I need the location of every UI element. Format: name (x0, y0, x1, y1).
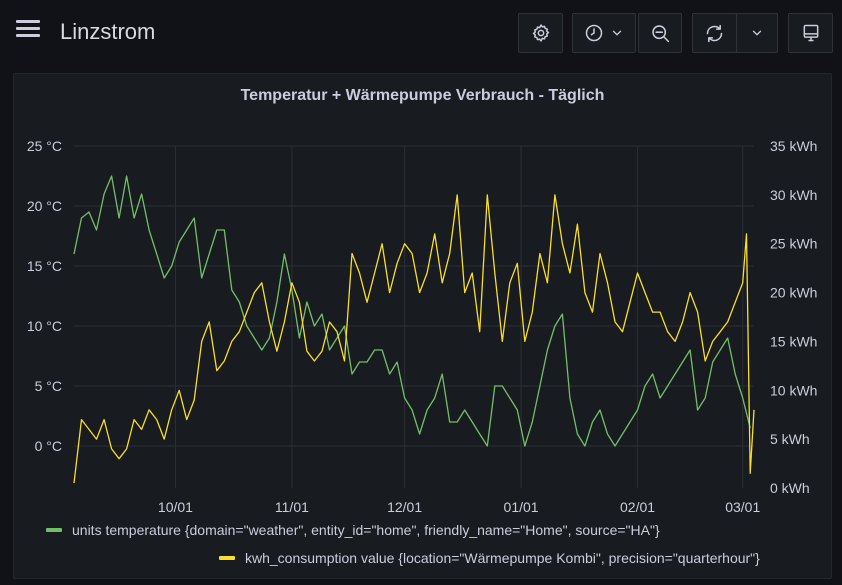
y-left-tick-label: 10 °C (27, 318, 62, 334)
chevron-down-icon (752, 30, 762, 36)
y-left-tick-label: 25 °C (27, 138, 62, 154)
clock-icon (585, 24, 603, 42)
refresh-interval-button[interactable] (737, 13, 778, 53)
y-right-tick-label: 20 kWh (770, 285, 817, 301)
legend-item-temperature[interactable]: units temperature {domain="weather", ent… (46, 522, 660, 538)
legend-item-consumption[interactable]: kwh_consumption value {location="Wärmepu… (219, 550, 760, 566)
y-left-tick-label: 0 °C (35, 438, 62, 454)
chart-panel: Temperatur + Wärmepumpe Verbrauch - Tägl… (13, 73, 832, 579)
monitor-icon (803, 24, 818, 42)
refresh-divider (736, 13, 737, 53)
settings-button[interactable] (518, 13, 563, 53)
time-picker-button[interactable] (572, 13, 636, 53)
legend-swatch-temperature (46, 528, 62, 532)
x-tick-label: 02/01 (620, 499, 655, 515)
gear-icon (532, 24, 549, 42)
y-right-tick-label: 5 kWh (770, 431, 810, 447)
x-tick-label: 01/01 (504, 499, 539, 515)
chevron-down-icon (612, 30, 622, 36)
zoom-out-button[interactable] (638, 13, 682, 53)
top-navbar: Linzstrom (0, 0, 842, 64)
legend-label-consumption: kwh_consumption value {location="Wärmepu… (245, 550, 760, 566)
y-right-tick-label: 15 kWh (770, 333, 817, 349)
legend-label-temperature: units temperature {domain="weather", ent… (72, 522, 660, 538)
hamburger-menu-icon[interactable] (12, 14, 44, 46)
y-right-tick-label: 35 kWh (770, 138, 817, 154)
temperature-series-line (73, 175, 751, 447)
y-left-tick-label: 20 °C (27, 198, 62, 214)
legend-swatch-consumption (219, 556, 235, 560)
refresh-icon (706, 24, 723, 42)
y-right-tick-label: 10 kWh (770, 382, 817, 398)
y-right-tick-label: 30 kWh (770, 187, 817, 203)
consumption-series-line (73, 194, 755, 484)
y-right-tick-label: 25 kWh (770, 236, 817, 252)
panel-title[interactable]: Temperatur + Wärmepumpe Verbrauch - Tägl… (240, 87, 605, 104)
x-tick-label: 12/01 (387, 499, 422, 515)
x-tick-label: 10/01 (158, 499, 193, 515)
x-tick-label: 03/01 (725, 499, 760, 515)
kiosk-mode-button[interactable] (788, 13, 833, 53)
y-left-tick-label: 5 °C (35, 378, 62, 394)
dashboard-title[interactable]: Linzstrom (60, 19, 156, 44)
x-tick-label: 11/01 (275, 499, 309, 515)
y-right-tick-label: 0 kWh (770, 480, 810, 496)
zoom-out-icon (651, 24, 669, 42)
y-left-tick-label: 15 °C (27, 258, 62, 274)
line-chart[interactable]: 10/01 11/01 12/01 01/01 02/01 03/01 25 °C 20 °C… (14, 74, 831, 578)
refresh-button[interactable] (692, 13, 736, 53)
